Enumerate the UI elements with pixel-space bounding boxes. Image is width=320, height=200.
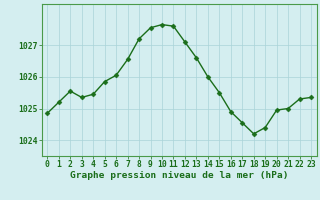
X-axis label: Graphe pression niveau de la mer (hPa): Graphe pression niveau de la mer (hPa) xyxy=(70,171,288,180)
